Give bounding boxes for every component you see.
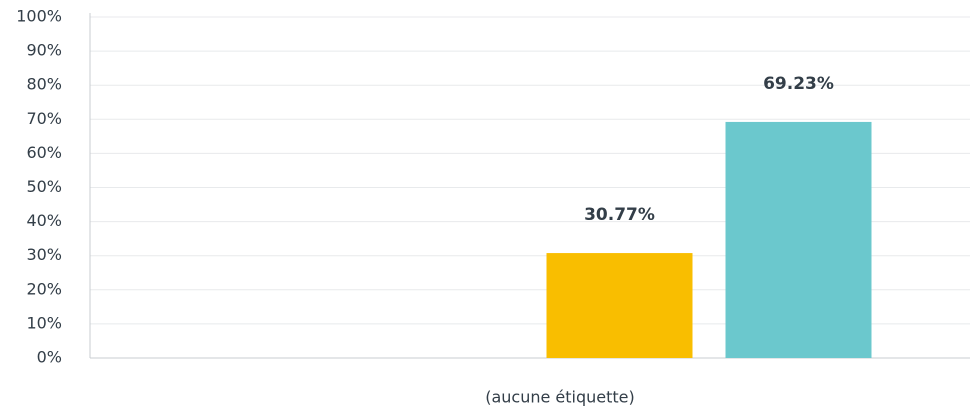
value-label: 30.77% — [584, 205, 655, 225]
y-tick-label: 0% — [37, 348, 62, 367]
y-tick-label: 80% — [26, 75, 62, 94]
bar — [546, 253, 693, 358]
y-tick-label: 40% — [26, 211, 62, 230]
value-label: 69.23% — [763, 74, 834, 94]
y-tick-label: 30% — [26, 245, 62, 264]
y-tick-label: 10% — [26, 313, 62, 332]
y-tick-label: 70% — [26, 109, 62, 128]
y-tick-label: 60% — [26, 143, 62, 162]
y-tick-label: 50% — [26, 177, 62, 196]
x-tick-label: (aucune étiquette) — [485, 388, 635, 407]
y-tick-label: 20% — [26, 279, 62, 298]
y-tick-label: 100% — [16, 7, 62, 26]
y-tick-label: 90% — [26, 41, 62, 60]
bar — [725, 121, 872, 359]
